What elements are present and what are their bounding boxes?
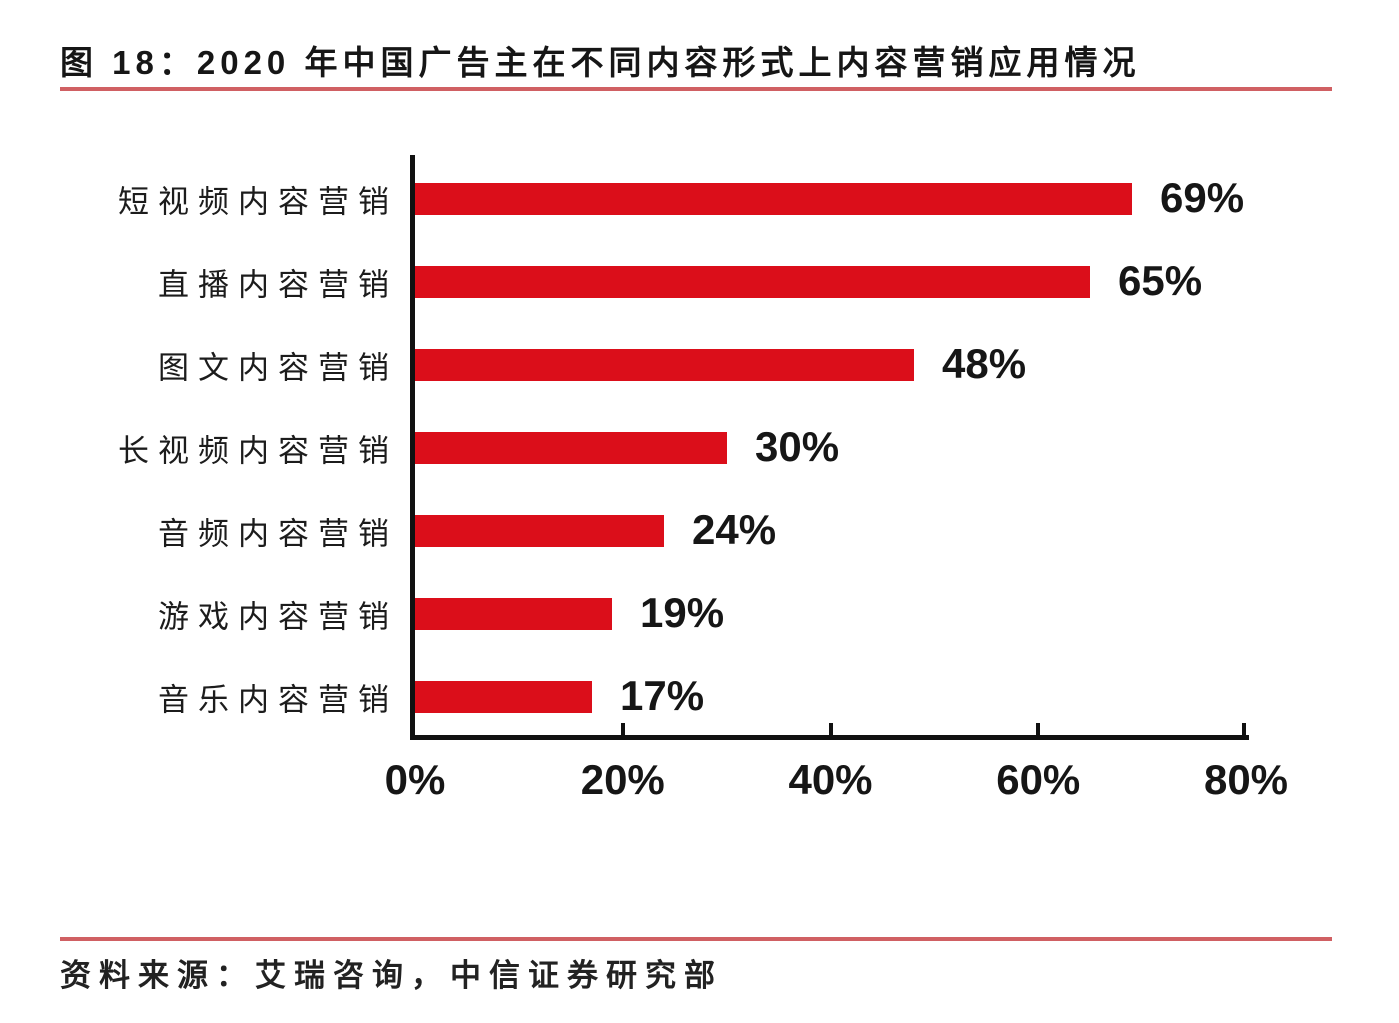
bar: [415, 432, 727, 464]
x-axis-tick: [1242, 723, 1246, 736]
x-axis-tick: [620, 723, 625, 736]
category-label: 图文内容营销: [158, 350, 398, 386]
x-axis-tick-label: 60%: [996, 756, 1081, 803]
bar: [415, 515, 664, 547]
bar: [415, 681, 592, 713]
figure-title: 图 18：2020 年中国广告主在不同内容形式上内容营销应用情况: [60, 44, 1141, 81]
bar: [415, 266, 1090, 298]
bar: [415, 349, 914, 381]
value-label: 24%: [692, 506, 777, 554]
category-label: 音频内容营销: [158, 516, 398, 552]
x-axis-tick-label: 80%: [1203, 756, 1289, 803]
category-label: 短视频内容营销: [118, 184, 398, 220]
category-label: 长视频内容营销: [118, 433, 398, 469]
value-label: 19%: [640, 589, 725, 637]
title-underline-rule: [60, 87, 1332, 91]
y-axis-line: [410, 155, 415, 740]
bar: [415, 183, 1132, 215]
x-axis-line: [410, 735, 1249, 740]
category-label: 直播内容营销: [158, 267, 398, 303]
category-label: 游戏内容营销: [158, 599, 398, 635]
footer-rule: [60, 937, 1332, 941]
bar: [415, 598, 612, 630]
x-axis-tick: [1036, 723, 1041, 736]
x-axis-tick: [828, 723, 833, 736]
x-axis-tick-label: 0%: [384, 756, 446, 803]
x-axis-tick-label: 20%: [580, 756, 665, 803]
x-axis-tick-label: 40%: [788, 756, 873, 803]
bar-chart: 短视频内容营销 69% 直播内容营销 65% 图文内容营销 48% 长视频内容营销 30% 音频…: [0, 155, 1399, 835]
source-note: 资料来源：艾瑞咨询，中信证券研究部: [60, 958, 723, 993]
value-label: 30%: [755, 423, 840, 471]
value-label: 65%: [1118, 257, 1203, 305]
value-label: 48%: [942, 340, 1027, 388]
category-label: 音乐内容营销: [158, 682, 398, 718]
value-label: 69%: [1160, 174, 1245, 222]
value-label: 17%: [620, 672, 705, 720]
